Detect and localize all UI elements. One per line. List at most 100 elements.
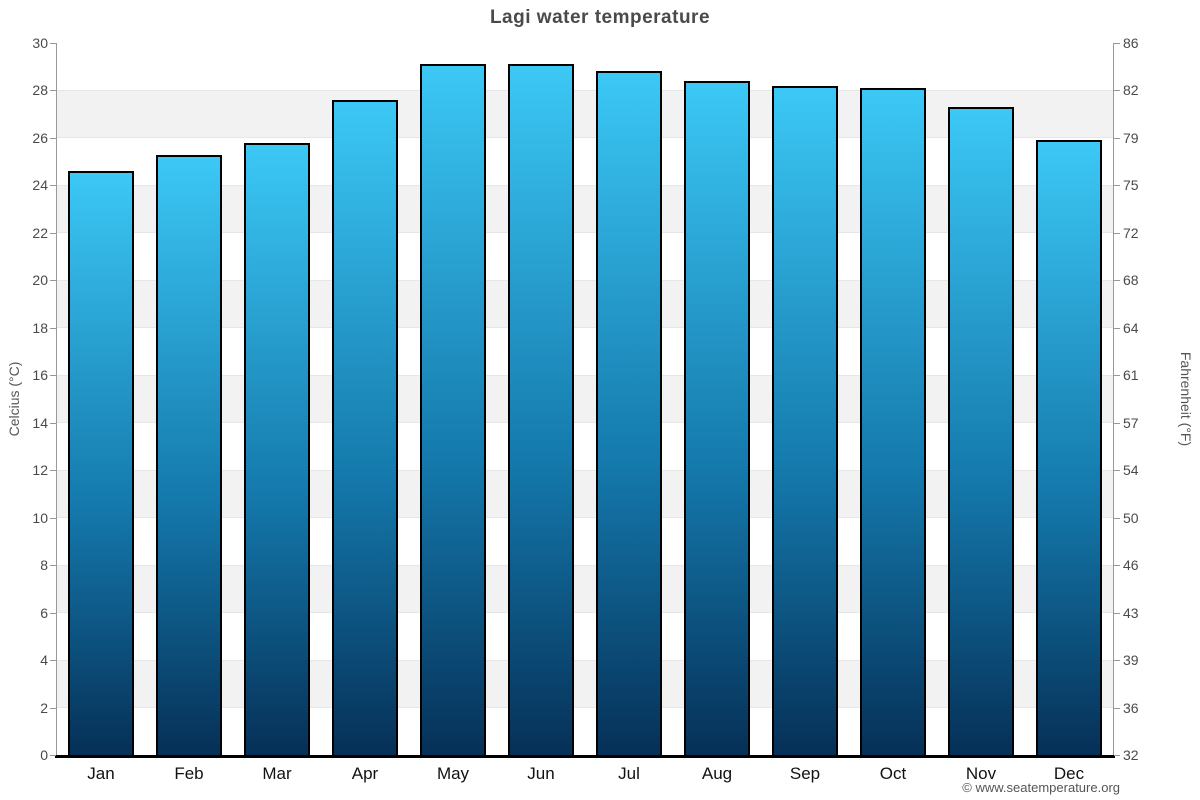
- y-tick-mark-fahrenheit: [1114, 422, 1120, 424]
- bar-oct: [860, 88, 926, 755]
- y-tick-mark-fahrenheit: [1114, 565, 1120, 567]
- y-tick-mark-celsius: [50, 43, 56, 44]
- gridline: [57, 232, 1113, 234]
- gridline: [57, 469, 1113, 471]
- y-tick-mark-fahrenheit: [1114, 43, 1120, 44]
- y-tick-mark-celsius: [50, 707, 56, 709]
- fahrenheit-axis-line: [1113, 43, 1114, 755]
- gridline: [57, 612, 1113, 614]
- y-tick-fahrenheit-57: 57: [1123, 414, 1139, 431]
- y-tick-fahrenheit-32: 32: [1123, 747, 1139, 763]
- y-tick-fahrenheit-61: 61: [1123, 367, 1139, 384]
- plot-area: [57, 43, 1113, 755]
- gridline: [57, 279, 1113, 281]
- y-tick-fahrenheit-82: 82: [1123, 82, 1139, 99]
- y-tick-fahrenheit-75: 75: [1123, 177, 1139, 194]
- y-tick-fahrenheit-50: 50: [1123, 509, 1139, 526]
- y-tick-celsius-26: 26: [32, 129, 48, 146]
- chart-title: Lagi water temperature: [489, 7, 711, 28]
- y-tick-celsius-20: 20: [32, 272, 48, 289]
- y-tick-mark-celsius: [50, 422, 56, 424]
- y-tick-celsius-10: 10: [32, 509, 48, 526]
- x-label-may: May: [436, 764, 470, 783]
- y-tick-mark-fahrenheit: [1114, 280, 1120, 282]
- y-tick-mark-fahrenheit: [1114, 707, 1120, 709]
- y-tick-mark-celsius: [50, 660, 56, 662]
- y-tick-celsius-8: 8: [40, 557, 48, 574]
- y-tick-celsius-2: 2: [40, 699, 48, 716]
- y-tick-celsius-6: 6: [40, 604, 48, 621]
- gridline: [57, 137, 1113, 139]
- y-tick-mark-celsius: [50, 375, 56, 377]
- plot-band: [57, 232, 1113, 281]
- y-tick-fahrenheit-68: 68: [1123, 272, 1139, 289]
- gridline: [57, 327, 1113, 329]
- y-tick-celsius-30: 30: [32, 35, 48, 51]
- y-tick-mark-fahrenheit: [1114, 470, 1120, 472]
- x-label-sep: Sep: [789, 764, 821, 783]
- bar-sep: [772, 85, 838, 755]
- y-tick-mark-fahrenheit: [1114, 755, 1120, 756]
- y-tick-celsius-16: 16: [32, 367, 48, 384]
- celsius-axis-line: [56, 43, 57, 755]
- y-tick-mark-fahrenheit: [1114, 137, 1120, 139]
- y-tick-mark-celsius: [50, 327, 56, 329]
- x-label-oct: Oct: [879, 764, 907, 783]
- plot-band: [57, 280, 1113, 328]
- y-tick-mark-celsius: [50, 565, 56, 567]
- plot-band: [57, 517, 1113, 566]
- y-tick-mark-fahrenheit: [1114, 517, 1120, 519]
- plot-band: [57, 327, 1113, 376]
- y-tick-mark-celsius: [50, 470, 56, 472]
- plot-band: [57, 612, 1113, 661]
- bar-jul: [596, 71, 662, 755]
- bar-apr: [332, 99, 398, 755]
- y-tick-celsius-12: 12: [32, 462, 48, 479]
- y-tick-fahrenheit-39: 39: [1123, 652, 1139, 669]
- plot-band: [57, 422, 1113, 471]
- y-tick-mark-celsius: [50, 185, 56, 187]
- x-label-apr: Apr: [351, 764, 379, 783]
- y-tick-fahrenheit-43: 43: [1123, 604, 1139, 621]
- x-axis-baseline: [55, 755, 1115, 758]
- y-tick-celsius-24: 24: [32, 177, 48, 194]
- bar-nov: [948, 107, 1014, 755]
- y-tick-mark-fahrenheit: [1114, 232, 1120, 234]
- gridline: [57, 517, 1113, 519]
- y-tick-mark-celsius: [50, 280, 56, 282]
- gridline: [57, 422, 1113, 424]
- plot-band: [57, 90, 1113, 138]
- x-label-dec: Dec: [1053, 764, 1085, 783]
- x-label-jul: Jul: [618, 764, 640, 783]
- plot-band: [57, 375, 1113, 423]
- x-label-nov: Nov: [965, 764, 997, 783]
- bar-jan: [68, 171, 134, 755]
- y-tick-mark-fahrenheit: [1114, 185, 1120, 187]
- y-tick-mark-celsius: [50, 755, 56, 756]
- y-tick-mark-celsius: [50, 517, 56, 519]
- plot-band: [57, 565, 1113, 613]
- y-tick-celsius-22: 22: [32, 224, 48, 241]
- fahrenheit-axis-title: Fahrenheit (°F): [1178, 351, 1194, 447]
- gridline: [57, 89, 1113, 91]
- y-tick-mark-fahrenheit: [1114, 375, 1120, 377]
- y-tick-fahrenheit-46: 46: [1123, 557, 1139, 574]
- gridline: [57, 659, 1113, 661]
- bar-dec: [1036, 140, 1102, 755]
- bar-feb: [156, 154, 222, 755]
- copyright-text: © www.seatemperature.org: [962, 780, 1120, 795]
- y-tick-fahrenheit-72: 72: [1123, 224, 1139, 241]
- y-tick-fahrenheit-86: 86: [1123, 35, 1139, 51]
- y-tick-fahrenheit-36: 36: [1123, 699, 1139, 716]
- y-tick-mark-fahrenheit: [1114, 660, 1120, 662]
- plot-band: [57, 707, 1113, 755]
- y-tick-mark-fahrenheit: [1114, 90, 1120, 92]
- plot-band: [57, 185, 1113, 233]
- x-label-jan: Jan: [87, 764, 115, 783]
- plot-band: [57, 660, 1113, 708]
- y-tick-mark-fahrenheit: [1114, 327, 1120, 329]
- y-tick-fahrenheit-79: 79: [1123, 129, 1139, 146]
- y-tick-celsius-28: 28: [32, 82, 48, 99]
- x-label-mar: Mar: [262, 764, 292, 783]
